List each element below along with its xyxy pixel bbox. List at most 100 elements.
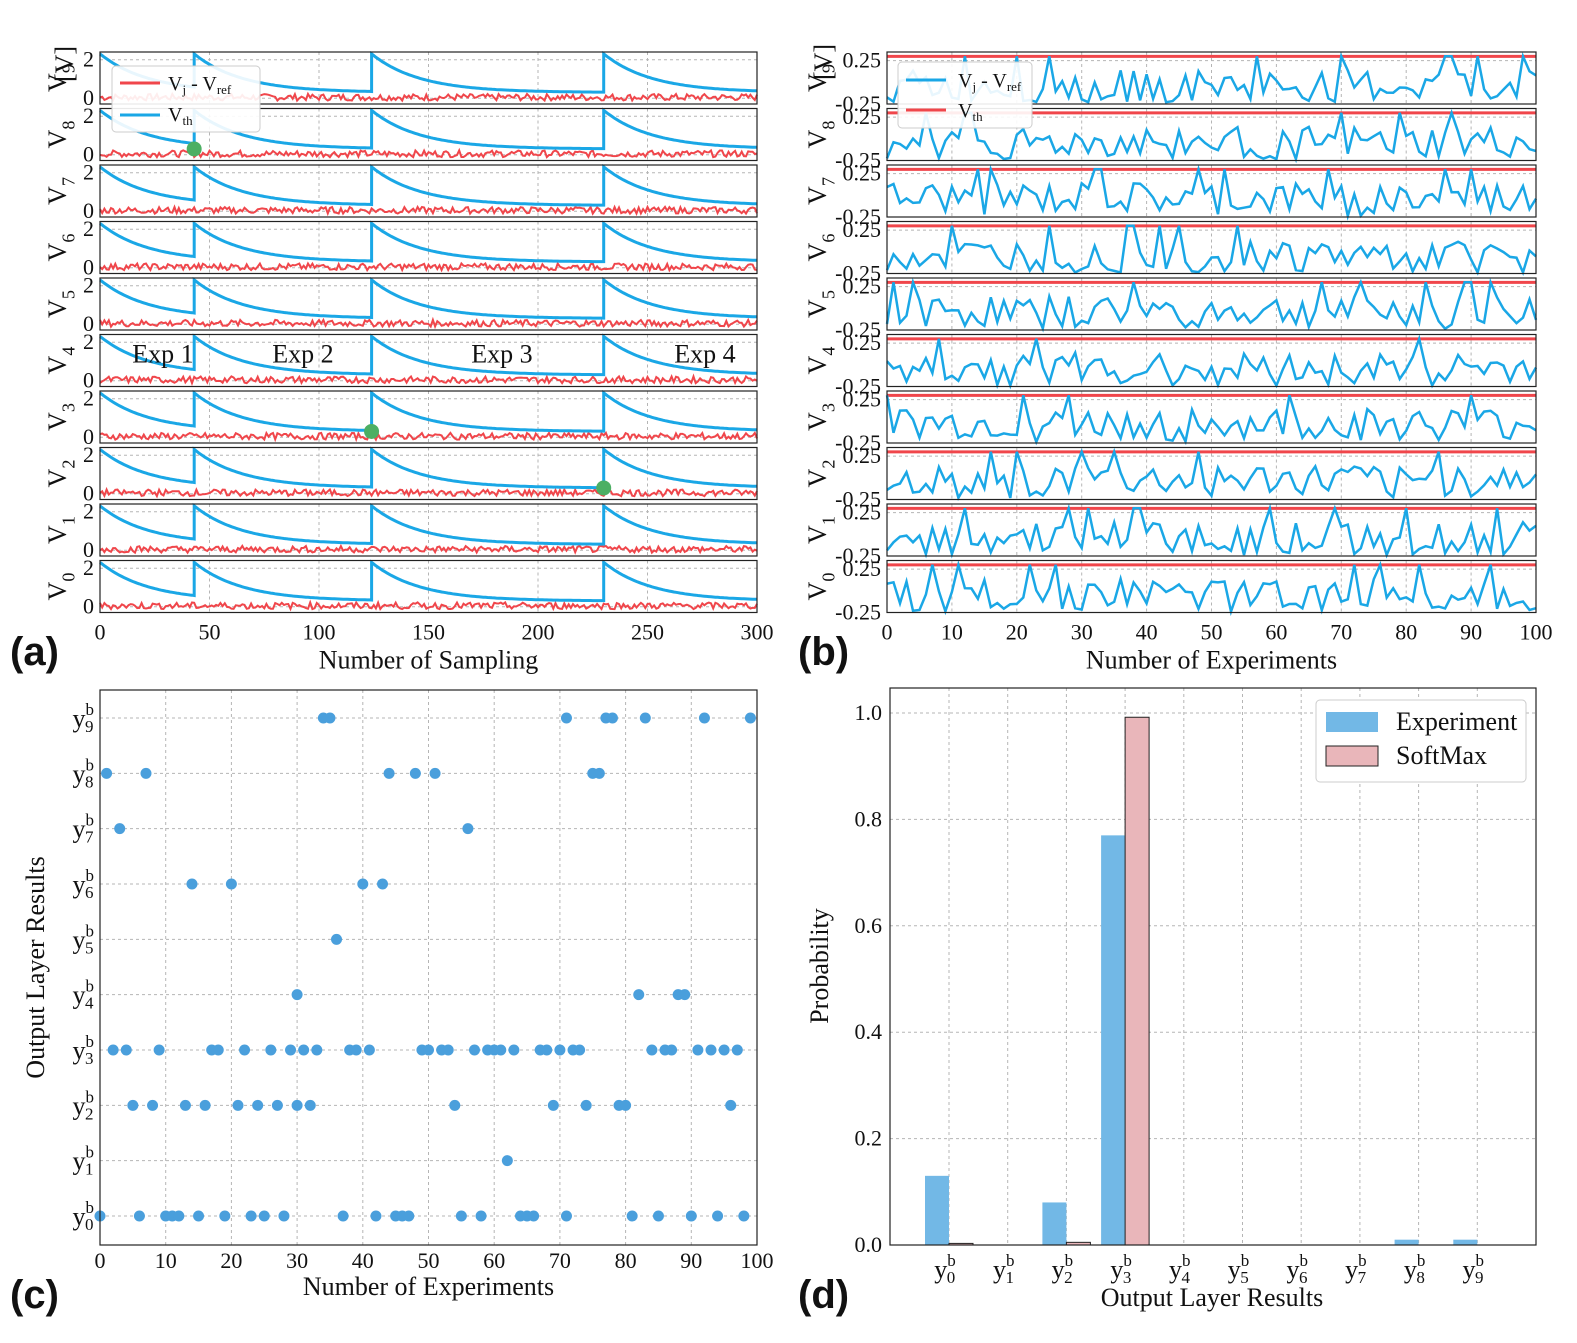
exp-label-1: Exp 1 [132, 340, 193, 369]
ytick-label: 2 [83, 499, 94, 524]
xtick-label-y5: yb 5 [1228, 1251, 1250, 1287]
subplot-a-v1: 0 2V1 [43, 499, 758, 562]
ylabel-d: Probability [805, 908, 834, 1024]
subplot-frame [99, 390, 758, 444]
ytick-label: 2 [83, 442, 94, 467]
scatter-point [692, 1044, 704, 1056]
subplot-frame [99, 503, 758, 557]
xtick-label: 250 [631, 620, 664, 645]
scatter-point [278, 1210, 290, 1222]
subplot-frame [99, 164, 758, 218]
scatter-point [153, 1044, 165, 1056]
xtick-label: 30 [1071, 620, 1093, 645]
subplot-frame [886, 220, 1537, 275]
scatter-point [114, 823, 126, 835]
bar-experiment-y0 [925, 1175, 949, 1245]
ytick-label: 0 [83, 255, 94, 280]
scatter-point [304, 1099, 316, 1111]
ylabel-a-V3: V3 [43, 403, 78, 431]
xlabel-a: Number of Sampling [319, 646, 539, 675]
ylabel-c: Output Layer Results [21, 856, 50, 1078]
scatter-point [620, 1099, 632, 1111]
scatter-point [357, 878, 369, 890]
scatter-point [291, 1099, 303, 1111]
ylabel-b-V4: V4 [803, 347, 838, 375]
ylabel-unit-b: [V] [809, 44, 838, 80]
xtick-label-y4: yb 4 [1169, 1251, 1191, 1287]
scatter-point [147, 1099, 159, 1111]
subplot-frame [99, 277, 758, 331]
ylabel-a-V8: V8 [43, 121, 78, 149]
series-vth-a-9 [99, 50, 757, 94]
ytick-label-y0: yb 0 [73, 1198, 95, 1234]
ytick-label: 0.25 [843, 387, 882, 412]
scatter-point [186, 878, 198, 890]
bar-experiment-y9 [1453, 1239, 1478, 1245]
ylabel-unit-a: [V] [50, 46, 79, 82]
scatter-point [225, 878, 237, 890]
scatter-point [291, 989, 303, 1001]
xlabel-b: Number of Experiments [1086, 646, 1337, 675]
ylabel-a-V4: V4 [43, 347, 78, 375]
scatter-point [462, 823, 474, 835]
scatter-point [501, 1155, 513, 1167]
panel-label-c: (c) [10, 1273, 59, 1317]
xtick-label: 70 [1330, 620, 1352, 645]
subplot-a-v4: 0 2V4 [43, 329, 758, 393]
xtick-label-y2: yb 2 [1052, 1251, 1074, 1287]
xtick-label: 80 [1395, 620, 1417, 645]
ytick-label: 0.25 [843, 104, 882, 129]
ytick-label: -0.25 [835, 148, 881, 173]
ytick-label: 0.25 [843, 48, 882, 73]
subplot-frame [99, 446, 758, 501]
ytick-label: 0 [83, 311, 94, 336]
spike-marker-V8 [186, 141, 202, 157]
xtick-label: 100 [303, 620, 336, 645]
ytick-label: 0.4 [855, 1019, 883, 1044]
ytick-label: 0.25 [843, 443, 882, 468]
ytick-label-y3: yb 3 [73, 1032, 95, 1068]
legend-label-vj: Vj - Vref [168, 73, 232, 97]
series-vj-vref-b-6 [885, 224, 1537, 277]
xtick-label: 90 [1460, 620, 1482, 645]
ytick-label: 0 [83, 85, 94, 110]
xtick-label: 30 [286, 1248, 308, 1273]
scatter-point [127, 1099, 139, 1111]
panel-label-b: (b) [798, 630, 849, 674]
scatter-point [449, 1099, 461, 1111]
xlabel-c: Number of Experiments [303, 1272, 554, 1301]
scatter-point [606, 712, 618, 724]
ylabel-a-V5: V5 [43, 290, 78, 318]
spike-marker-V2 [596, 480, 612, 496]
scatter-point [626, 1210, 638, 1222]
ytick-label: 2 [83, 273, 94, 298]
ylabel-a-V0: V0 [43, 573, 78, 601]
xtick-label: 40 [352, 1248, 374, 1273]
ytick-label: 0 [83, 537, 94, 562]
ylabel-a-V7: V7 [43, 177, 78, 205]
scatter-point [495, 1044, 507, 1056]
subplot-a-v3: 0 2V3 [43, 386, 758, 449]
bar-experiment-y3 [1101, 835, 1126, 1245]
ytick-label: 0 [83, 368, 94, 393]
ytick-label: 1.0 [855, 700, 883, 725]
legend-label-softmax: SoftMax [1396, 741, 1487, 770]
scatter-point [718, 1044, 730, 1056]
exp-label-2: Exp 2 [272, 340, 333, 369]
scatter-point [560, 712, 572, 724]
ytick-label: 0 [83, 481, 94, 506]
scatter-point [554, 1044, 566, 1056]
scatter-point [173, 1210, 185, 1222]
ytick-label: 0.6 [855, 913, 883, 938]
subplot-frame [886, 390, 1537, 444]
scatter-point [685, 1210, 697, 1222]
xtick-label-y3: yb 3 [1110, 1251, 1132, 1287]
scatter-point [370, 1210, 382, 1222]
scatter-point [560, 1210, 572, 1222]
